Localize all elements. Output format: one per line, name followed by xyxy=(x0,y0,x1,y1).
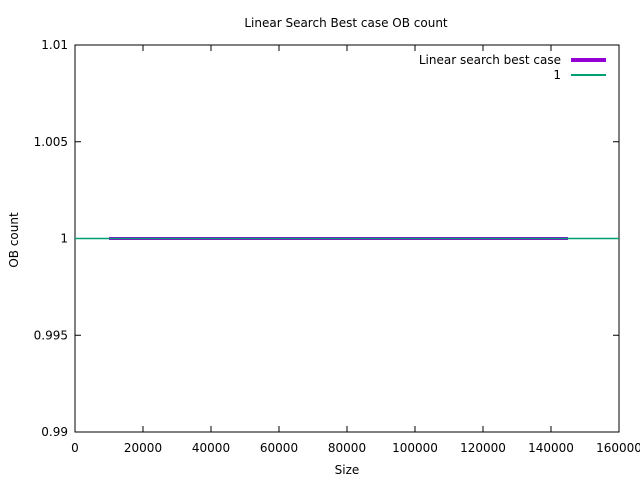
y-tick-label: 1 xyxy=(60,232,68,246)
x-tick-label: 60000 xyxy=(260,441,298,455)
y-axis: 0.99 0.995 1 1.005 1.01 xyxy=(34,38,619,439)
x-tick-label: 80000 xyxy=(328,441,366,455)
x-tick-label: 160000 xyxy=(596,441,640,455)
x-axis-label: Size xyxy=(335,463,360,477)
x-tick-label: 140000 xyxy=(528,441,574,455)
y-tick-label: 1.005 xyxy=(34,135,68,149)
y-axis-label: OB count xyxy=(7,212,21,268)
x-tick-label: 120000 xyxy=(460,441,506,455)
x-tick-label: 20000 xyxy=(124,441,162,455)
x-tick-label: 100000 xyxy=(392,441,438,455)
y-tick-label: 0.99 xyxy=(41,425,68,439)
chart-title: Linear Search Best case OB count xyxy=(244,16,448,30)
x-tick-label: 0 xyxy=(71,441,79,455)
y-tick-label: 1.01 xyxy=(41,38,68,52)
legend-label: Linear search best case xyxy=(419,53,561,67)
y-tick-label: 0.995 xyxy=(34,328,68,342)
legend-label: 1 xyxy=(553,68,561,82)
x-axis: 0 20000 40000 60000 80000 100000 120000 140000 1… xyxy=(71,45,640,455)
x-tick-label: 40000 xyxy=(192,441,230,455)
